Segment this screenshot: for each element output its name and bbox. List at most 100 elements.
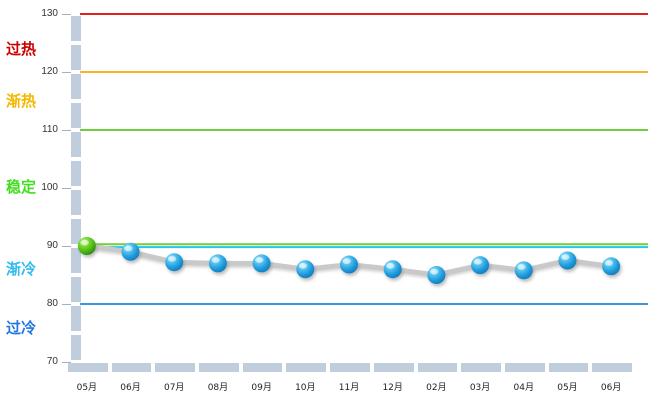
x-axis-band-segment (461, 363, 501, 372)
x-axis-band-segment (155, 363, 196, 372)
y-axis-tick-mark (62, 188, 71, 189)
x-axis-band-segment (111, 363, 152, 372)
y-axis-tick-mark (62, 130, 71, 131)
y-axis-tick-mark (62, 304, 71, 305)
marker-circle[interactable] (602, 257, 621, 276)
x-axis-tick-label: 06月 (120, 383, 141, 393)
marker-circle[interactable] (427, 266, 446, 284)
marker-highlight (473, 258, 482, 265)
x-axis-band-segment (199, 363, 239, 372)
data-point-marker[interactable] (296, 260, 315, 279)
data-point-marker[interactable] (252, 254, 271, 273)
data-point-marker[interactable] (121, 242, 140, 261)
marker-circle[interactable] (296, 260, 315, 279)
data-point-marker[interactable] (602, 257, 621, 276)
marker-circle[interactable] (558, 251, 577, 270)
marker-circle[interactable] (471, 256, 490, 275)
marker-highlight (604, 260, 614, 266)
x-axis-band-segment (373, 363, 414, 372)
y-axis-tick-label: 80 (46, 298, 58, 309)
x-axis-tick-label: 05月 (557, 383, 578, 393)
y-axis-tick-label: 70 (46, 356, 58, 367)
x-axis-band-segment (286, 363, 327, 372)
data-point-marker[interactable] (165, 253, 184, 272)
marker-highlight (429, 268, 439, 275)
zone-label-2: 渐热 (6, 92, 37, 110)
data-point-marker[interactable] (340, 255, 358, 274)
y-axis-tick-label: 110 (42, 124, 58, 135)
y-axis-band-segment (71, 74, 81, 99)
data-point-marker[interactable] (383, 260, 402, 279)
x-axis-band-segment (592, 363, 632, 372)
y-axis-band-segment (71, 277, 81, 302)
y-axis-band-segment (71, 161, 81, 186)
zone-label-3: 稳定 (6, 178, 37, 196)
zone-label-5: 过冷 (6, 319, 37, 337)
marker-highlight (517, 264, 526, 270)
x-axis-tick-label: 12月 (382, 383, 403, 393)
marker-highlight (167, 255, 177, 262)
x-axis-band-segment (68, 363, 108, 372)
y-axis-band-segment (71, 335, 81, 360)
data-point-marker[interactable] (208, 254, 227, 273)
x-axis-tick-label: 04月 (513, 383, 534, 393)
y-axis-tick-mark (62, 362, 71, 363)
x-axis-tick-label: 06月 (600, 383, 622, 393)
x-axis-tick-label: 05月 (76, 383, 98, 393)
y-axis-band-segment (71, 132, 81, 157)
data-point-marker[interactable] (558, 251, 577, 270)
data-point-marker[interactable] (427, 266, 446, 284)
x-axis-tick-label: 02月 (426, 383, 447, 393)
y-axis-tick-label: 100 (41, 182, 58, 193)
y-axis-tick-mark (62, 14, 71, 15)
x-axis-tick-label: 11月 (338, 383, 360, 393)
line-series-svg (77, 13, 648, 305)
marker-circle[interactable] (77, 237, 96, 255)
x-axis-tick-label: 07月 (163, 383, 185, 393)
x-axis-tick-label: 03月 (469, 383, 491, 393)
y-axis-tick-mark (62, 72, 71, 73)
x-axis-band-segment (242, 363, 283, 372)
marker-circle[interactable] (165, 253, 184, 272)
marker-highlight (560, 254, 570, 260)
x-axis-tick-label: 09月 (251, 383, 272, 393)
y-axis-band-segment (71, 103, 81, 128)
marker-highlight (255, 257, 264, 263)
marker-circle[interactable] (340, 255, 358, 274)
marker-highlight (342, 258, 351, 265)
y-axis-band-segment (71, 306, 81, 331)
x-axis-tick-label: 08月 (207, 383, 229, 393)
x-axis-band-segment (330, 363, 370, 372)
marker-circle[interactable] (121, 242, 140, 261)
y-axis-tick-label: 90 (46, 240, 58, 251)
zone-label-1: 过热 (6, 40, 37, 58)
y-axis-tick-label: 130 (41, 8, 58, 19)
x-axis-tick-label: 10月 (295, 383, 316, 393)
y-axis-tick-label: 120 (41, 66, 58, 77)
marker-highlight (211, 257, 220, 263)
marker-highlight (386, 262, 395, 269)
marker-highlight (124, 245, 133, 252)
marker-circle[interactable] (383, 260, 402, 279)
data-point-marker[interactable] (514, 261, 533, 280)
marker-highlight (80, 239, 89, 246)
y-axis-band-segment (71, 219, 81, 244)
y-axis-tick-mark (62, 246, 71, 247)
y-axis-band-segment (71, 16, 81, 41)
y-axis-band-segment (71, 45, 81, 70)
data-point-marker[interactable] (471, 256, 490, 275)
marker-circle[interactable] (514, 261, 533, 280)
zone-label-4: 渐冷 (6, 260, 37, 278)
y-axis-band-segment (71, 190, 81, 215)
plot-area (77, 13, 648, 362)
marker-circle[interactable] (252, 254, 271, 273)
data-point-marker[interactable] (77, 237, 96, 255)
marker-highlight (298, 262, 308, 269)
y-axis-band-segment (71, 248, 81, 273)
axis-corner-block (71, 363, 81, 372)
x-axis-band-segment (504, 363, 545, 372)
marker-circle[interactable] (208, 254, 227, 273)
x-axis-band-segment (548, 363, 589, 372)
x-axis-band-segment (417, 363, 458, 372)
